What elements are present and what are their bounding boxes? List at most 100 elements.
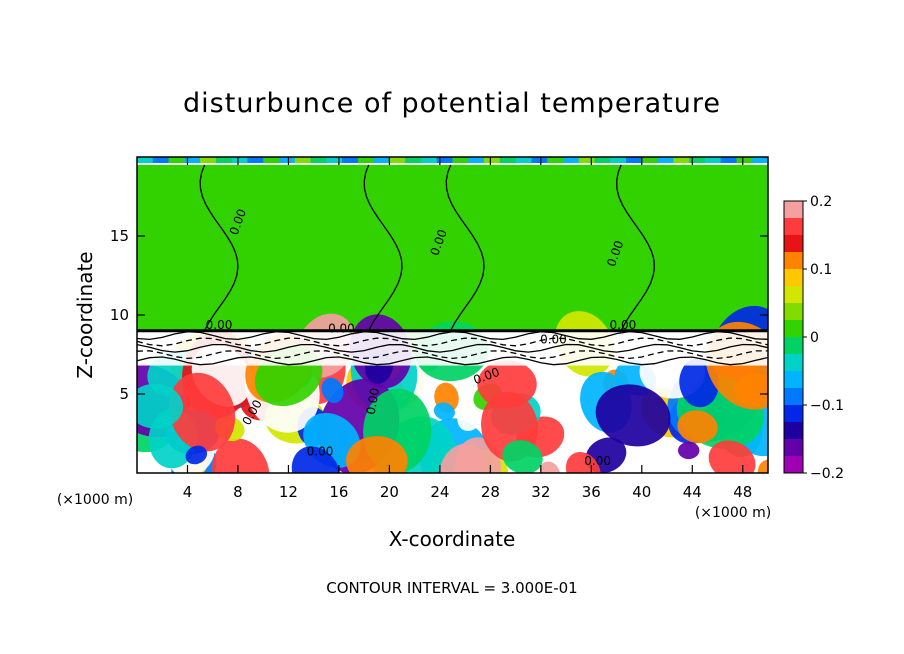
turbulence-blob — [565, 452, 601, 473]
top-strip-cell — [626, 157, 643, 163]
top-strip-cell — [657, 157, 674, 163]
contour-label: 0.00 — [206, 318, 233, 332]
top-strip-cell — [594, 157, 611, 163]
turbulence-blob — [734, 373, 768, 406]
top-strip-cell — [420, 157, 438, 163]
x-tick-label: 20 — [380, 483, 399, 501]
colorbar: 0.2 0.1 0 −0.1 −0.2 — [783, 194, 844, 482]
colorbar-swatch — [784, 320, 803, 338]
top-strip-cell — [278, 157, 296, 163]
y-axis: 5 10 15 — [110, 227, 768, 403]
contour-interval-note: CONTOUR INTERVAL = 3.000E-01 — [326, 579, 577, 597]
colorbar-swatch — [784, 439, 803, 457]
y-tick-label: 10 — [110, 306, 129, 324]
top-strip-cell — [641, 157, 659, 163]
x-axis-title: X-coordinate — [389, 527, 516, 551]
colorbar-swatch — [784, 303, 803, 321]
colorbar-swatch — [784, 252, 803, 270]
top-strip-cell — [436, 157, 453, 163]
colorbar-swatch — [784, 388, 803, 406]
top-strip-cell — [357, 157, 375, 163]
top-strip-cell — [405, 157, 422, 163]
zero-contour — [363, 164, 403, 332]
zero-contour — [445, 164, 485, 332]
top-strip-cell — [704, 157, 722, 163]
colorbar-tick-label: −0.2 — [810, 466, 844, 482]
turbulence-blob — [677, 441, 700, 460]
zero-contour — [199, 164, 239, 332]
top-strip-cell — [263, 157, 280, 163]
top-strip-cell — [200, 157, 217, 163]
x-tick-label: 28 — [481, 483, 500, 501]
colorbar-swatch — [784, 218, 803, 236]
top-strip-cell — [247, 157, 264, 163]
turbulence-blob — [321, 377, 344, 403]
contour-line — [137, 343, 768, 353]
x-tick-label: 12 — [279, 483, 298, 501]
colorbar-swatch — [784, 269, 803, 287]
top-strip-cell — [231, 157, 248, 163]
x-tick-label: 40 — [632, 483, 651, 501]
top-strip-cell — [673, 157, 690, 163]
zero-contour — [616, 164, 656, 332]
top-strip-cell — [499, 157, 517, 163]
x-axis: 4 8 12 16 20 24 28 32 36 40 44 48 — [183, 157, 752, 501]
x-tick-label: 48 — [733, 483, 752, 501]
colorbar-tick-label: −0.1 — [810, 398, 844, 414]
top-strip-cell — [547, 157, 564, 163]
turbulence-blob — [677, 410, 718, 444]
top-strip-cell — [294, 157, 312, 163]
x-axis-origin-unit: (×1000 m) — [57, 492, 133, 508]
x-tick-label: 44 — [683, 483, 702, 501]
turbulence-blob — [502, 440, 543, 473]
x-tick-label: 24 — [430, 483, 449, 501]
contour-label: 0.00 — [364, 387, 382, 416]
x-tick-label: 36 — [582, 483, 601, 501]
turbulence-blob — [454, 437, 501, 473]
y-tick-label: 5 — [119, 385, 129, 403]
contour-label: 0.00 — [307, 445, 334, 459]
x-tick-label: 16 — [329, 483, 348, 501]
top-strip-cell — [578, 157, 595, 163]
turbulence-blob — [346, 436, 408, 473]
colorbar-swatch — [784, 286, 803, 304]
turbulence-blob — [539, 461, 560, 473]
colorbar-swatch — [784, 201, 803, 219]
colorbar-tick-label: 0.2 — [810, 194, 832, 210]
chart-title: disturbunce of potential temperature — [183, 88, 721, 119]
heatmap-field: 0.000.00 0.000.00 0.000.000.000.000.000.00… — [137, 157, 768, 473]
top-strip-cell — [342, 157, 359, 163]
y-tick-label: 15 — [110, 227, 129, 245]
top-strip-cell — [752, 157, 768, 163]
contour-label: 0.00 — [540, 332, 567, 346]
turbulence-blob — [185, 445, 208, 465]
top-strip-cell — [562, 157, 580, 163]
turbulence-blob — [169, 372, 236, 452]
top-strip-cell — [720, 157, 737, 163]
turbulence-blob — [595, 384, 671, 447]
top-strip-cell — [152, 157, 170, 163]
top-strip-cell — [373, 157, 390, 163]
top-strip-cell — [326, 157, 343, 163]
x-axis-unit: (×1000 m) — [695, 505, 771, 521]
x-tick-label: 32 — [531, 483, 550, 501]
top-strip-cell — [168, 157, 185, 163]
turbulence-blob — [708, 440, 756, 473]
x-tick-label: 8 — [233, 483, 243, 501]
top-strip-cell — [452, 157, 469, 163]
contour-line — [137, 356, 768, 366]
top-strip-cell — [689, 157, 706, 163]
top-strip-cell — [389, 157, 406, 163]
colorbar-swatch — [784, 337, 803, 355]
turbulence-blob — [477, 360, 537, 409]
top-strip-cell — [484, 157, 501, 163]
contour-label: 0.00 — [610, 318, 637, 332]
turbulence-blob — [457, 401, 484, 431]
top-strip-cell — [610, 157, 627, 163]
contour-line — [137, 350, 768, 360]
contour-label: 0.00 — [584, 454, 611, 468]
colorbar-swatch — [784, 405, 803, 423]
contour-line — [137, 337, 768, 347]
colorbar-swatch — [784, 422, 803, 440]
turbulence-blob — [137, 383, 184, 429]
